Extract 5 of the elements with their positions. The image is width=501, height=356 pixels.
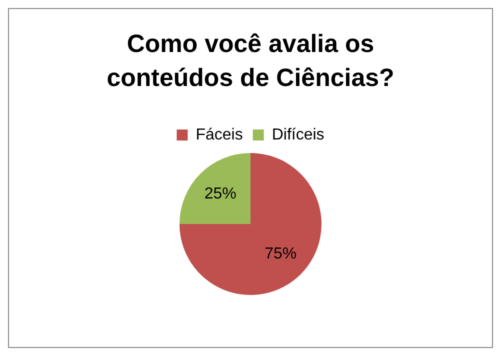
legend-label: Difíceis <box>272 126 324 144</box>
data-label: 75% <box>264 246 297 263</box>
legend-label: Fáceis <box>196 126 243 144</box>
chart-title: Como você avalia os conteúdos de Ciências? <box>106 29 396 94</box>
data-label: 25% <box>204 185 236 202</box>
